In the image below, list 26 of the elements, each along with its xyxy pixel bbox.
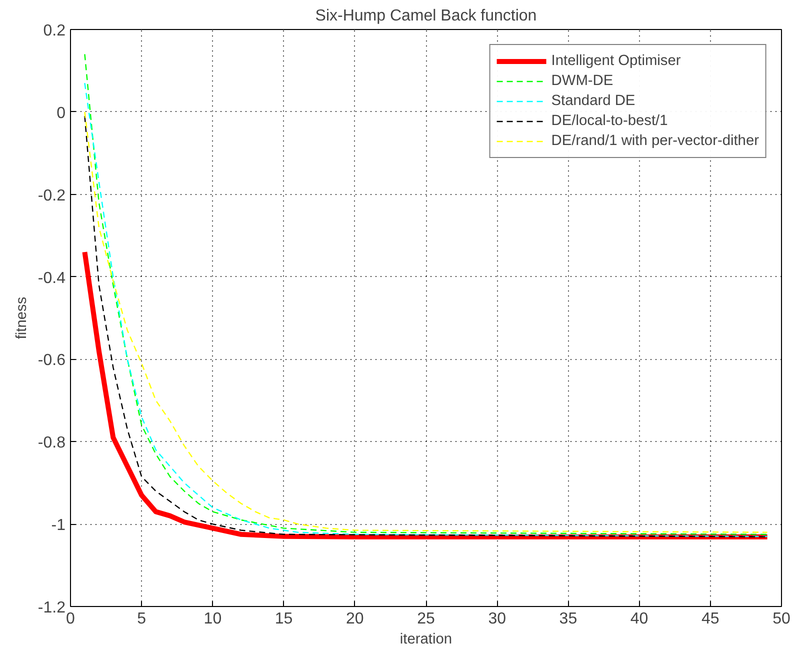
y-tick-label: -0.2 (38, 187, 66, 204)
legend-label: DE/local-to-best/1 (551, 113, 668, 129)
x-tick-label: 5 (137, 610, 146, 628)
y-tick-label: -0.8 (38, 434, 66, 452)
y-axis-title: fitness (14, 296, 30, 340)
y-tick-label: -1 (51, 517, 66, 534)
x-tick-label: 40 (630, 610, 648, 628)
y-tick-label: -0.4 (38, 270, 66, 287)
legend-label: Intelligent Optimiser (551, 53, 681, 69)
x-tick-label: 10 (204, 610, 222, 628)
legend-label: DE/rand/1 with per-vector-dither (551, 133, 759, 149)
y-tick-label: 0 (56, 104, 66, 122)
x-tick-label: 45 (702, 610, 720, 628)
y-tick-label: 0.2 (43, 22, 66, 40)
x-tick-label: 25 (417, 610, 435, 628)
chart-title: Six-Hump Camel Back function (315, 8, 537, 24)
x-tick-label: 30 (488, 610, 506, 628)
legend-label: DWM-DE (551, 73, 614, 89)
legend-label: Standard DE (551, 93, 636, 109)
y-tick-label: -1.2 (38, 600, 66, 616)
x-tick-label: 15 (274, 610, 293, 628)
x-axis-title: iteration (400, 632, 452, 648)
y-tick-label: -0.6 (38, 352, 66, 370)
x-tick-label: 20 (346, 610, 364, 628)
x-tick-label: 50 (772, 610, 790, 628)
x-tick-label: 35 (559, 610, 578, 628)
